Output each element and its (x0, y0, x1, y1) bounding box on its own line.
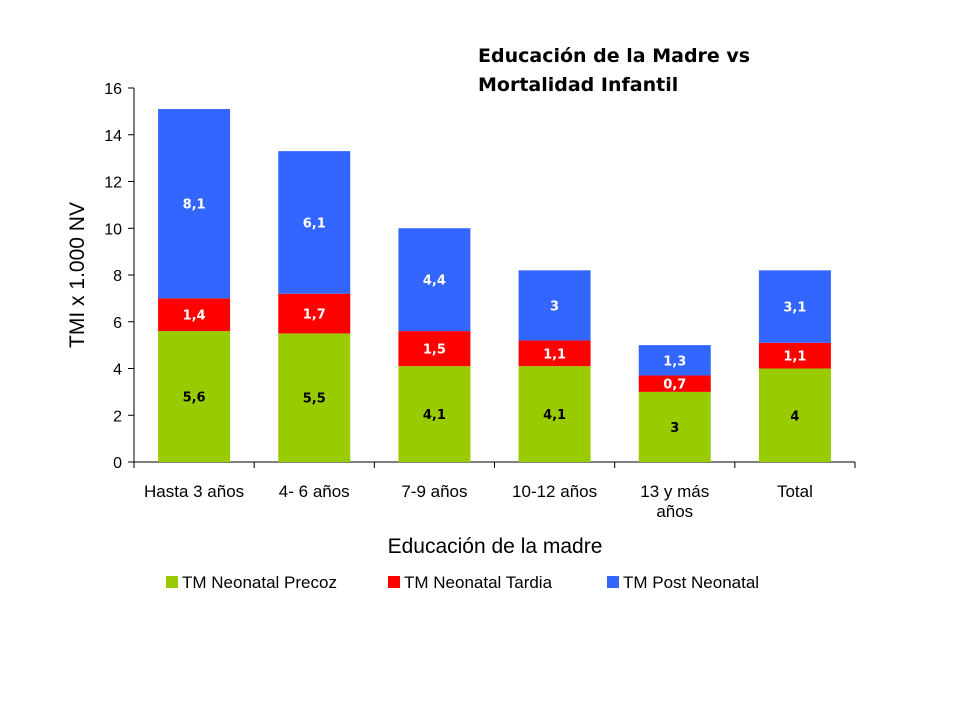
y-tick-label: 10 (104, 221, 122, 238)
bar-segment (638, 345, 711, 376)
data-label: 6,1 (303, 216, 326, 231)
x-axis: Hasta 3 años 4- 6 años 7-9 años 10-12 años 1… (133, 461, 856, 521)
y-tick-label: 8 (113, 268, 122, 285)
legend-swatch (166, 576, 178, 588)
x-tick-label: Total (777, 482, 813, 501)
data-label: 1,1 (543, 347, 566, 362)
legend-label: TM Neonatal Tardia (404, 573, 553, 592)
bar-segment (158, 298, 231, 332)
x-axis-title: Educación de la madre (388, 535, 603, 558)
data-label: 4,1 (423, 408, 446, 423)
bar-segment (158, 331, 231, 462)
y-tick-label: 16 (104, 81, 122, 98)
y-tick-label: 2 (113, 408, 122, 425)
data-label: 5,5 (303, 392, 326, 407)
x-tick-label: 10-12 años (512, 482, 597, 501)
data-label: 1,5 (423, 343, 446, 358)
legend-swatch (388, 576, 400, 588)
bar-segment (638, 375, 711, 392)
y-axis: 0 2 4 6 8 10 12 14 16 (104, 81, 135, 472)
x-tick-label: años (656, 502, 693, 521)
chart-title: Educación de la Madre vs Mortalidad Infa… (478, 42, 818, 100)
data-label: 3 (550, 299, 559, 314)
bar-segment (398, 366, 471, 462)
chart-title-line-2: Mortalidad Infantil (478, 74, 679, 96)
y-tick-label: 14 (104, 128, 122, 145)
bar-segment (758, 342, 831, 369)
data-label: 4,4 (423, 274, 446, 289)
data-label: 3 (670, 421, 679, 436)
y-axis-title: TMI x 1.000 NV (66, 202, 89, 348)
data-label: 8,1 (183, 198, 206, 213)
legend-swatch (607, 576, 619, 588)
data-labels: 5,6 5,5 4,1 4,1 3 4 1,4 1,7 1,5 1,1 0,7 1,1 8,1 6,1 4,… (183, 198, 807, 436)
x-tick-label: Hasta 3 años (144, 482, 244, 501)
legend: TM Neonatal Precoz TM Neonatal Tardia TM P… (166, 573, 759, 592)
bar-segment (398, 331, 471, 367)
bar-segment (758, 368, 831, 462)
bar-segment (158, 109, 231, 299)
data-label: 4,1 (543, 408, 566, 423)
data-label: 5,6 (183, 391, 206, 406)
bars (158, 109, 831, 462)
legend-label: TM Neonatal Precoz (182, 573, 337, 592)
bar-segment (758, 270, 831, 343)
bar-segment (278, 333, 351, 462)
data-label: 0,7 (663, 378, 686, 393)
x-tick-label: 7-9 años (401, 482, 467, 501)
data-label: 4 (790, 409, 799, 424)
bar-segment (278, 293, 351, 334)
x-tick-label: 4- 6 años (279, 482, 350, 501)
bar-segment (518, 270, 591, 341)
chart-title-line-1: Educación de la Madre vs (478, 45, 751, 67)
bar-segment (278, 151, 351, 294)
y-tick-label: 0 (113, 455, 122, 472)
x-tick-label: 13 y más (640, 482, 709, 501)
y-tick-label: 12 (104, 175, 122, 192)
bar-segment (638, 391, 711, 462)
data-label: 1,4 (183, 309, 206, 324)
y-tick-label: 6 (113, 315, 122, 332)
data-label: 1,1 (783, 350, 806, 365)
bar-segment (398, 228, 471, 332)
bar-segment (518, 340, 591, 367)
bar-segment (518, 366, 591, 462)
data-label: 1,3 (663, 354, 686, 369)
data-label: 1,7 (303, 308, 326, 323)
y-tick-label: 4 (113, 362, 122, 379)
legend-label: TM Post Neonatal (623, 573, 759, 592)
data-label: 3,1 (783, 301, 806, 316)
